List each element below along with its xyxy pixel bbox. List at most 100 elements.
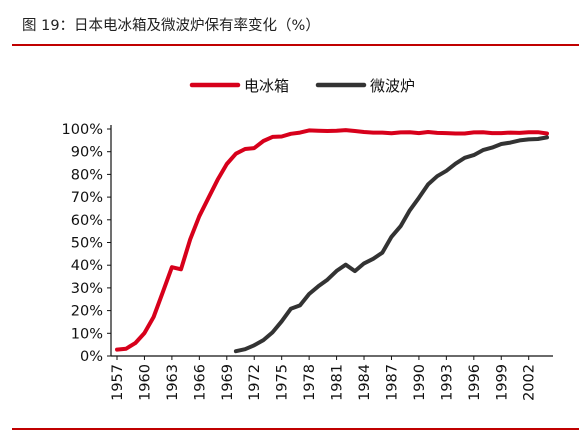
data-point <box>454 162 457 165</box>
data-point <box>262 338 265 342</box>
data-point <box>500 142 503 146</box>
data-point <box>198 214 201 218</box>
data-point <box>463 132 466 135</box>
x-tick-label: 1996 <box>467 364 483 401</box>
data-point <box>234 350 238 353</box>
data-point <box>509 131 512 134</box>
data-point <box>280 320 283 323</box>
data-point <box>490 146 494 149</box>
data-point <box>115 348 119 351</box>
data-point <box>253 344 256 347</box>
series-layer <box>115 128 549 354</box>
data-point <box>317 129 320 133</box>
data-point <box>143 331 146 335</box>
data-point <box>298 304 302 307</box>
x-tick-label: 1987 <box>384 364 400 401</box>
y-tick-label: 100% <box>62 122 103 138</box>
data-point <box>390 132 393 135</box>
data-point <box>216 178 219 182</box>
data-point <box>362 130 366 134</box>
data-point <box>344 263 347 266</box>
data-point <box>371 257 375 261</box>
y-tick-label: 60% <box>71 213 103 229</box>
data-point <box>500 131 503 135</box>
data-point <box>472 153 476 157</box>
data-point <box>536 130 540 134</box>
data-point <box>490 131 494 135</box>
data-point <box>436 175 439 178</box>
data-point <box>225 162 228 166</box>
legend: 电冰箱 微波炉 <box>189 77 415 95</box>
data-point <box>298 131 302 134</box>
data-point <box>417 196 421 199</box>
data-point <box>243 147 247 151</box>
data-point <box>234 152 238 155</box>
data-point <box>454 132 457 135</box>
legend-label-1: 电冰箱 <box>244 77 289 95</box>
data-point <box>161 291 164 294</box>
x-tick-label: 1966 <box>192 364 208 401</box>
data-point <box>426 130 430 134</box>
data-point <box>518 131 521 135</box>
data-point <box>207 196 210 199</box>
data-point <box>280 135 283 138</box>
x-tick-label: 1957 <box>110 364 126 401</box>
axes: 0% 10% 20% 30% 40% 50% 60% 70% 80% 90% 100% 1957 196… <box>62 122 553 401</box>
x-tick-label: 1969 <box>220 364 236 401</box>
data-point <box>344 128 347 132</box>
data-point <box>353 269 357 273</box>
page-title: 图 19：日本电冰箱及微波炉保有率变化（%） <box>22 18 320 34</box>
data-point <box>390 235 393 239</box>
data-point <box>463 156 466 160</box>
data-point <box>271 135 274 139</box>
x-tick-label: 1999 <box>494 364 510 401</box>
legend-label-2: 微波炉 <box>370 77 415 95</box>
series-line-2 <box>233 135 549 354</box>
x-tick-label: 1972 <box>247 364 263 401</box>
y-tick-label: 90% <box>71 145 103 161</box>
y-tick-label: 80% <box>71 167 103 183</box>
x-tick-label: 1960 <box>137 364 153 401</box>
data-point <box>381 131 384 134</box>
data-point <box>399 224 402 228</box>
data-point <box>445 131 448 135</box>
data-point <box>371 131 375 134</box>
data-point <box>408 209 411 212</box>
data-point <box>307 129 311 132</box>
data-point <box>289 307 293 310</box>
data-point <box>426 183 430 186</box>
y-tick-label: 20% <box>71 304 103 320</box>
data-point <box>481 148 485 152</box>
y-tick-label: 40% <box>71 258 103 274</box>
y-tick-label: 0% <box>80 349 103 365</box>
x-tick-label: 1975 <box>275 364 291 401</box>
top-divider <box>12 44 579 46</box>
data-point <box>408 130 411 134</box>
data-point <box>381 251 384 254</box>
data-point <box>436 131 439 135</box>
data-point <box>170 266 174 269</box>
x-tick-label: 1963 <box>165 364 181 401</box>
data-point <box>307 292 311 296</box>
data-point <box>124 347 128 350</box>
data-point <box>545 132 549 135</box>
data-point <box>134 341 137 345</box>
data-point <box>289 132 293 135</box>
data-point <box>362 262 366 265</box>
data-point <box>445 169 448 172</box>
data-point <box>545 136 549 139</box>
data-point <box>399 131 402 134</box>
data-point <box>509 141 512 144</box>
data-point <box>152 315 155 319</box>
bottom-divider <box>12 428 579 430</box>
y-tick-label: 30% <box>71 281 103 297</box>
data-point <box>335 129 338 133</box>
x-tick-label: 1984 <box>357 364 373 401</box>
data-point <box>326 278 329 281</box>
data-point <box>317 285 320 288</box>
data-point <box>353 129 357 133</box>
series-line-1 <box>115 128 549 352</box>
x-tick-label: 2002 <box>522 364 538 401</box>
data-point <box>527 138 530 141</box>
